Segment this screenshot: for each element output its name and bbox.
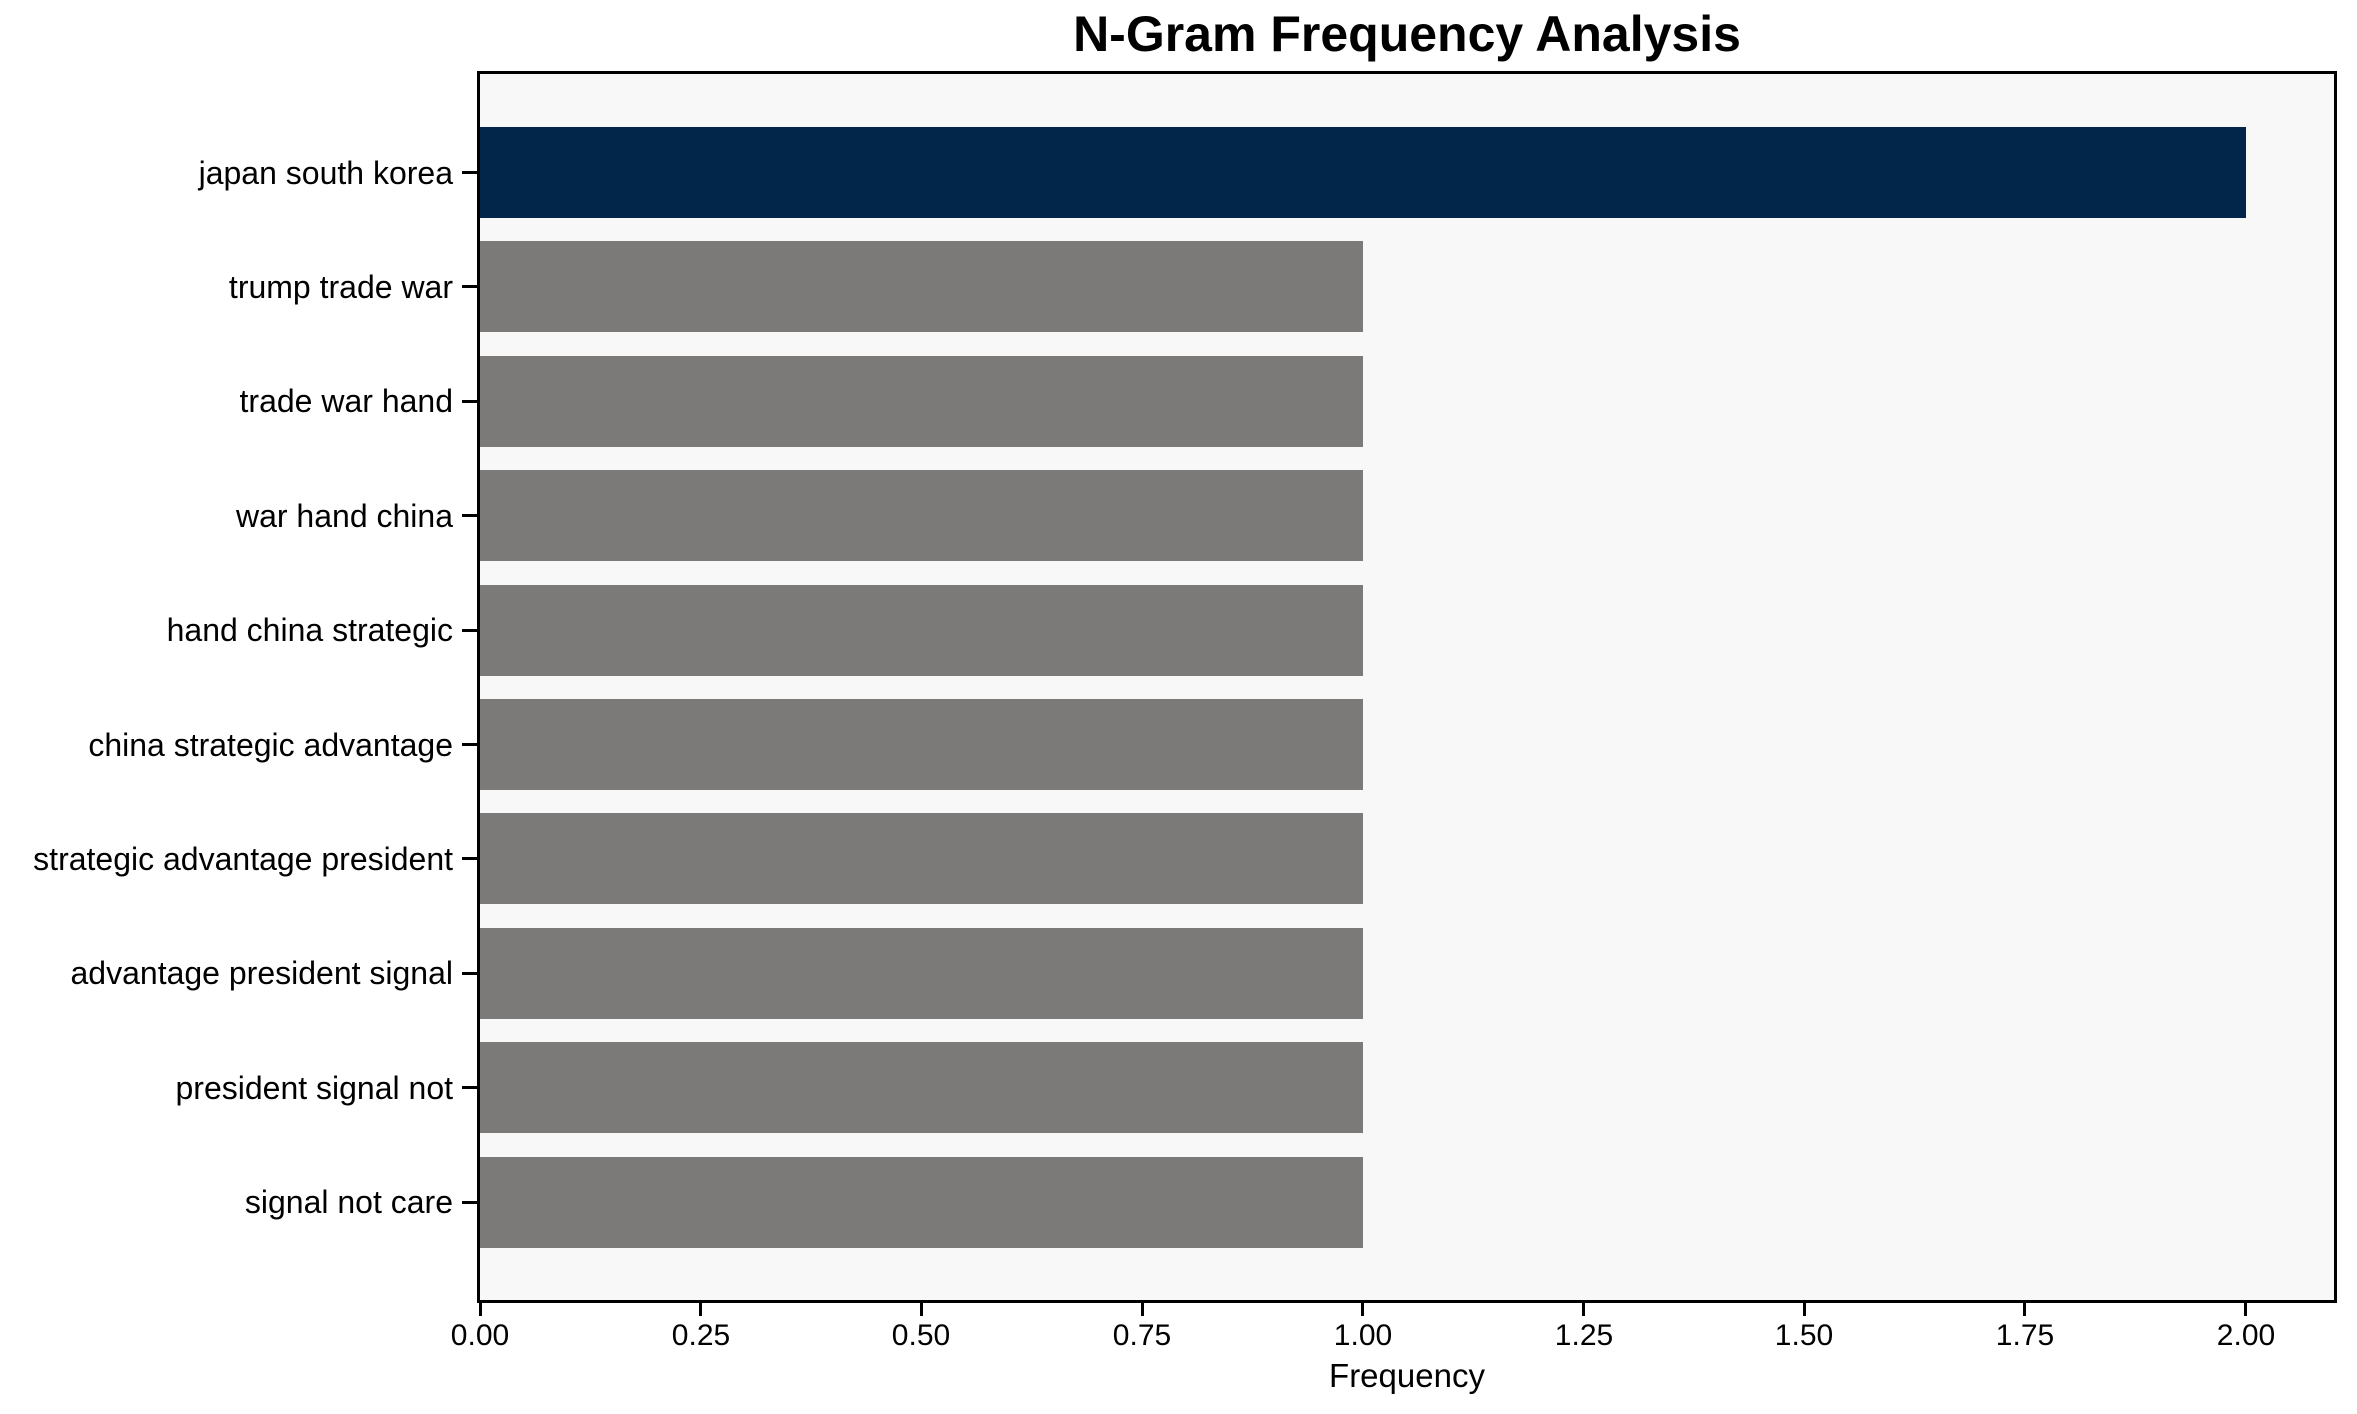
y-axis-labels: japan south korea trump trade war trade wa…: [0, 74, 453, 1300]
x-tick-mark: [1803, 1303, 1806, 1316]
y-tick-mark: [462, 171, 477, 174]
y-tick-mark: [462, 1086, 477, 1089]
x-tick-label: 0.50: [891, 1319, 951, 1352]
y-tick-mark: [462, 285, 477, 288]
y-axis-category-label: signal not care: [244, 1184, 453, 1220]
y-axis-category-label: strategic advantage president: [33, 841, 453, 877]
bar: [480, 813, 1363, 904]
x-tick-label: 1.25: [1554, 1319, 1614, 1352]
y-axis-category-label: hand china strategic: [166, 612, 453, 648]
y-tick-mark: [462, 1201, 477, 1204]
x-tick-label: 0.75: [1112, 1319, 1172, 1352]
x-tick-label: 0.25: [671, 1319, 731, 1352]
plot-area: [477, 71, 2337, 1303]
y-tick-mark: [462, 972, 477, 975]
x-tick-label: 2.00: [2216, 1319, 2276, 1352]
x-tick-mark: [479, 1303, 482, 1316]
bar: [480, 127, 2246, 218]
bar: [480, 585, 1363, 676]
y-tick-mark: [462, 514, 477, 517]
bar: [480, 1042, 1363, 1133]
bar: [480, 241, 1363, 332]
bar: [480, 470, 1363, 561]
x-tick-mark: [1582, 1303, 1585, 1316]
x-tick-mark: [699, 1303, 702, 1316]
y-tick-mark: [462, 743, 477, 746]
y-axis-category-label: japan south korea: [198, 155, 453, 191]
y-axis-category-label: china strategic advantage: [88, 727, 453, 763]
x-tick-mark: [2023, 1303, 2026, 1316]
y-axis-category-label: president signal not: [175, 1070, 453, 1106]
x-axis-title: Frequency: [1329, 1357, 1485, 1394]
x-tick-label: 1.75: [1995, 1319, 2055, 1352]
x-tick-mark: [920, 1303, 923, 1316]
bar: [480, 1157, 1363, 1248]
x-tick-mark: [1141, 1303, 1144, 1316]
bar: [480, 928, 1363, 1019]
y-tick-mark: [462, 629, 477, 632]
chart-title: N-Gram Frequency Analysis: [1073, 6, 1741, 62]
y-axis-category-label: trump trade war: [228, 269, 453, 305]
x-tick-mark: [2244, 1303, 2247, 1316]
y-axis-category-label: advantage president signal: [70, 955, 454, 991]
x-tick-label: 1.00: [1333, 1319, 1393, 1352]
y-axis-category-label: trade war hand: [239, 383, 453, 419]
x-tick-mark: [1361, 1303, 1364, 1316]
x-tick-label: 0.00: [450, 1319, 510, 1352]
x-tick-label: 1.50: [1774, 1319, 1834, 1352]
bar: [480, 356, 1363, 447]
bar: [480, 699, 1363, 790]
y-tick-mark: [462, 857, 477, 860]
y-tick-mark: [462, 400, 477, 403]
y-axis-category-label: war hand china: [235, 498, 453, 534]
